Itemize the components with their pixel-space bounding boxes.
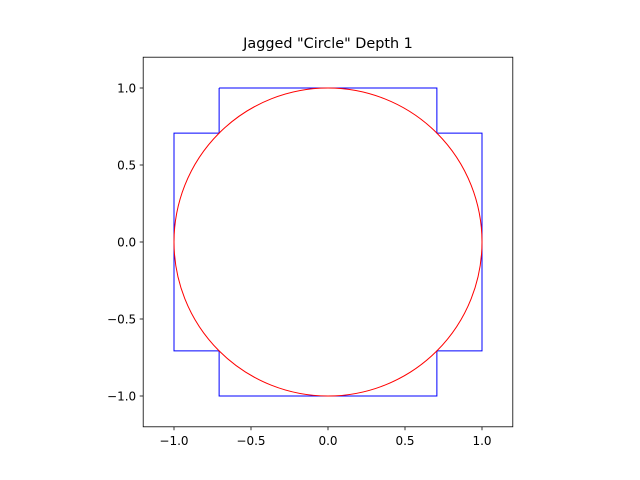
y-tick-label: 0.0 bbox=[117, 236, 136, 250]
y-tick-label: 0.5 bbox=[117, 159, 136, 173]
y-tick-label: −1.0 bbox=[107, 390, 136, 404]
circle-line bbox=[173, 87, 483, 397]
x-tick-label: 0.0 bbox=[318, 434, 337, 448]
chart-title: Jagged "Circle" Depth 1 bbox=[242, 36, 413, 52]
x-tick-label: −0.5 bbox=[236, 434, 265, 448]
x-tick-label: 1.0 bbox=[472, 434, 491, 448]
y-tick-label: 1.0 bbox=[117, 82, 136, 96]
axes-frame bbox=[142, 56, 514, 428]
x-tick-label: −1.0 bbox=[159, 434, 188, 448]
x-tick-label: 0.5 bbox=[395, 434, 414, 448]
y-tick-label: −0.5 bbox=[107, 313, 136, 327]
